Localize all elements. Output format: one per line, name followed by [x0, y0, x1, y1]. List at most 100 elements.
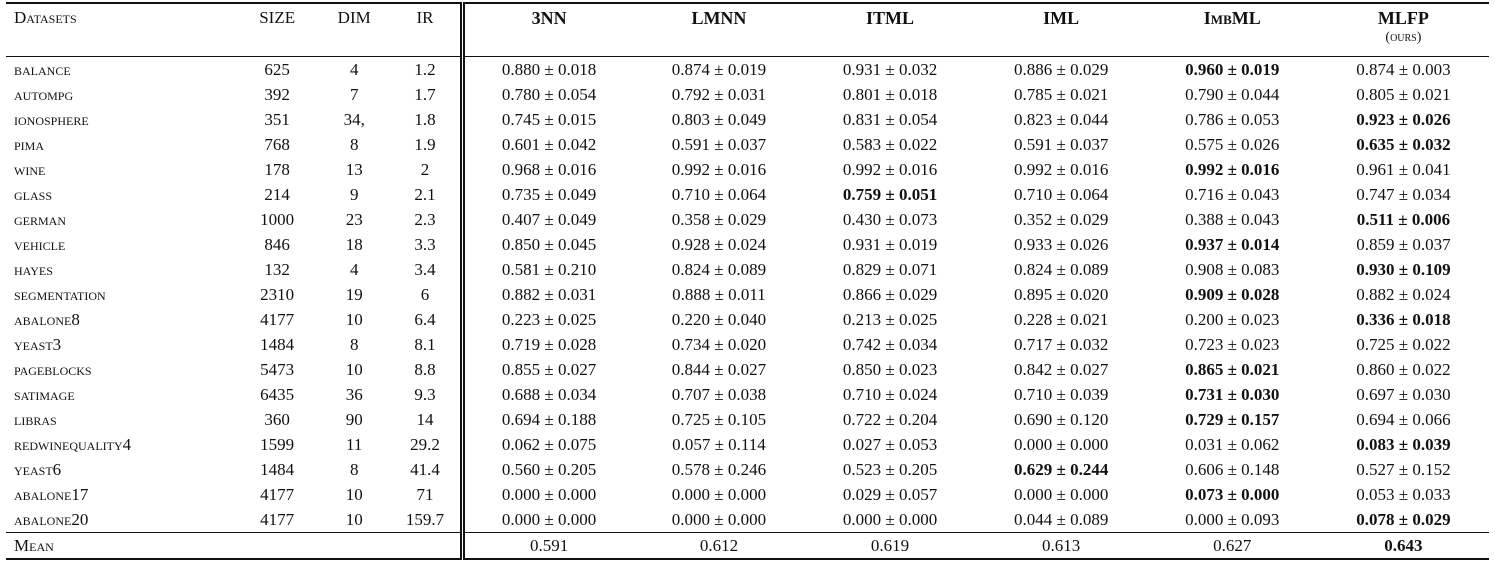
result-cell: 0.073 ± 0.000: [1185, 485, 1280, 504]
result-cell: 0.823 ± 0.044: [1013, 110, 1109, 129]
result-cell: 0.000 ± 0.000: [1013, 435, 1109, 454]
dataset-size: 4177: [260, 485, 295, 504]
result-cell: 0.722 ± 0.204: [842, 410, 938, 429]
result-cell: 0.000 ± 0.000: [459, 482, 634, 507]
table-row: autompg 392 7 1.7 0.780 ± 0.054 0.792 ± 0.031…: [6, 82, 1489, 107]
result-cell: 0.694 ± 0.066: [1356, 410, 1451, 429]
result-cell: 0.874 ± 0.019: [671, 60, 767, 79]
result-cell: 0.874 ± 0.003: [1356, 60, 1451, 79]
dataset-ir: 159.7: [405, 510, 445, 529]
dataset-dim: 90: [345, 410, 363, 429]
result-cell: 0.358 ± 0.029: [671, 210, 767, 229]
dataset-name: abalone17: [14, 485, 89, 504]
result-cell: 0.527 ± 0.152: [1356, 460, 1451, 479]
result-cell: 0.859 ± 0.037: [1356, 235, 1451, 254]
dataset-name: balance: [14, 60, 71, 79]
dataset-dim: 4: [349, 60, 359, 79]
dataset-size: 4177: [260, 310, 295, 329]
result-cell: 0.690 ± 0.120: [1013, 410, 1109, 429]
results-table: Datasets SIZE DIM IR 3NN LMNN ITML IML I…: [6, 2, 1489, 560]
dataset-ir: 41.4: [410, 460, 440, 479]
dataset-size: 360: [264, 410, 290, 429]
dataset-ir: 14: [416, 410, 434, 429]
result-cell: 0.575 ± 0.026: [1185, 135, 1280, 154]
table-row: redwinequality4 1599 11 29.2 0.062 ± 0.075 0.…: [6, 432, 1489, 457]
result-cell: 0.961 ± 0.041: [1356, 160, 1451, 179]
mean-row: Mean 0.591 0.612 0.619 0.613 0.627 0.643: [6, 532, 1489, 559]
dataset-size: 1599: [260, 435, 295, 454]
header-method-iml: IML: [975, 3, 1147, 57]
mean-value: 0.627: [1146, 532, 1318, 559]
mlfp-label: MLFP: [1377, 8, 1429, 28]
result-cell: 0.716 ± 0.043: [1185, 185, 1280, 204]
dataset-name: hayes: [14, 260, 53, 279]
result-cell: 0.909 ± 0.028: [1185, 285, 1280, 304]
result-cell: 0.725 ± 0.105: [671, 410, 767, 429]
table-row: segmentation 2310 19 6 0.882 ± 0.031 0.888 ± …: [6, 282, 1489, 307]
result-cell: 0.829 ± 0.071: [842, 260, 938, 279]
dataset-name: wine: [14, 160, 46, 179]
table-row: libras 360 90 14 0.694 ± 0.188 0.725 ± 0.105 0…: [6, 407, 1489, 432]
dataset-name: abalone8: [14, 310, 80, 329]
dataset-name: autompg: [14, 85, 74, 104]
result-cell: 0.886 ± 0.029: [1013, 60, 1109, 79]
table-row: vehicle 846 18 3.3 0.850 ± 0.045 0.928 ± 0.02…: [6, 232, 1489, 257]
result-cell: 0.000 ± 0.000: [1013, 485, 1109, 504]
dataset-ir: 6: [420, 285, 430, 304]
result-cell: 0.220 ± 0.040: [671, 310, 767, 329]
dataset-ir: 9.3: [414, 385, 436, 404]
result-cell: 0.928 ± 0.024: [671, 235, 767, 254]
result-cell: 0.882 ± 0.031: [459, 282, 634, 307]
header-ir: IR: [390, 3, 463, 57]
result-cell: 0.583 ± 0.022: [842, 135, 938, 154]
mean-value: 0.613: [975, 532, 1147, 559]
result-cell: 0.968 ± 0.016: [459, 157, 634, 182]
result-cell: 0.860 ± 0.022: [1356, 360, 1451, 379]
result-cell: 0.083 ± 0.039: [1356, 435, 1451, 454]
result-cell: 0.855 ± 0.027: [459, 357, 634, 382]
result-cell: 0.635 ± 0.032: [1356, 135, 1451, 154]
dataset-name: yeast6: [14, 460, 62, 479]
dataset-name: libras: [14, 410, 57, 429]
result-cell: 0.866 ± 0.029: [842, 285, 938, 304]
dataset-ir: 8.1: [414, 335, 436, 354]
result-cell: 0.992 ± 0.016: [1013, 160, 1109, 179]
table-row: yeast3 1484 8 8.1 0.719 ± 0.028 0.734 ± 0.020…: [6, 332, 1489, 357]
result-cell: 0.029 ± 0.057: [842, 485, 938, 504]
dataset-ir: 8.8: [414, 360, 436, 379]
table-row: abalone20 4177 10 159.7 0.000 ± 0.000 0.000 ±…: [6, 507, 1489, 533]
result-cell: 0.759 ± 0.051: [842, 185, 938, 204]
dataset-size: 625: [264, 60, 290, 79]
result-cell: 0.745 ± 0.015: [459, 107, 634, 132]
result-cell: 0.831 ± 0.054: [842, 110, 938, 129]
dataset-ir: 1.9: [414, 135, 436, 154]
dataset-size: 4177: [260, 510, 295, 529]
result-cell: 0.742 ± 0.034: [842, 335, 938, 354]
dataset-dim: 9: [349, 185, 359, 204]
dataset-name: yeast3: [14, 335, 62, 354]
result-cell: 0.710 ± 0.024: [842, 385, 938, 404]
result-cell: 0.629 ± 0.244: [1013, 460, 1109, 479]
result-cell: 0.992 ± 0.016: [1185, 160, 1280, 179]
dataset-name: satimage: [14, 385, 75, 404]
result-cell: 0.581 ± 0.210: [459, 257, 634, 282]
result-cell: 0.430 ± 0.073: [842, 210, 938, 229]
table-row: pageblocks 5473 10 8.8 0.855 ± 0.027 0.844 ± …: [6, 357, 1489, 382]
header-size: SIZE: [236, 3, 319, 57]
table-row: pima 768 8 1.9 0.601 ± 0.042 0.591 ± 0.037 0.5…: [6, 132, 1489, 157]
table-row: balance 625 4 1.2 0.880 ± 0.018 0.874 ± 0.019…: [6, 56, 1489, 82]
dataset-name: redwinequality4: [14, 435, 132, 454]
dataset-ir: 29.2: [410, 435, 440, 454]
result-cell: 0.735 ± 0.049: [459, 182, 634, 207]
result-cell: 0.880 ± 0.018: [459, 56, 634, 82]
result-cell: 0.805 ± 0.021: [1356, 85, 1451, 104]
dataset-dim: 10: [345, 360, 363, 379]
result-cell: 0.031 ± 0.062: [1185, 435, 1280, 454]
header-method-imbml: ImbML: [1146, 3, 1318, 57]
dataset-size: 351: [264, 110, 290, 129]
dataset-dim: 4: [349, 260, 359, 279]
dataset-size: 214: [264, 185, 290, 204]
result-cell: 0.844 ± 0.027: [671, 360, 767, 379]
dataset-size: 846: [264, 235, 290, 254]
result-cell: 0.937 ± 0.014: [1185, 235, 1280, 254]
